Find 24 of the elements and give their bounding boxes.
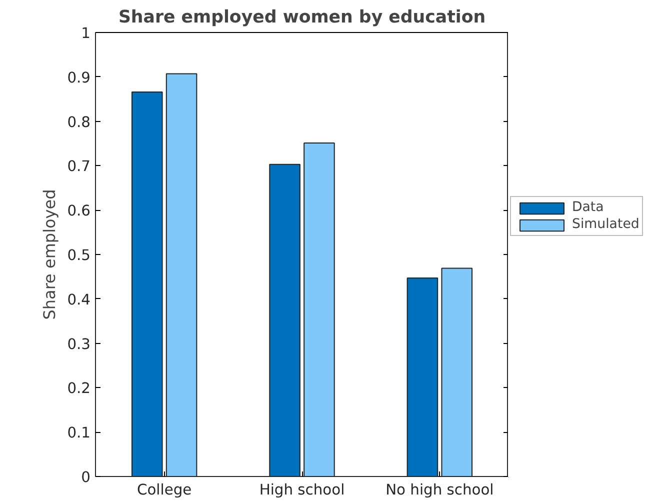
- chart-title: Share employed women by education: [118, 8, 486, 28]
- y-tick-label: 0.3: [67, 336, 91, 353]
- legend-label: Simulated: [572, 217, 640, 232]
- bar: [166, 73, 198, 476]
- y-tick-label: 0.5: [67, 247, 91, 264]
- y-tick-label: 0.8: [67, 114, 91, 131]
- legend-label: Data: [572, 200, 604, 215]
- bar: [269, 164, 300, 476]
- x-tick-label: College: [136, 482, 192, 498]
- y-tick-label: 0: [81, 469, 91, 486]
- x-tick-label: High school: [259, 482, 345, 498]
- bar: [441, 268, 473, 476]
- y-tick-label: 0.7: [67, 158, 91, 176]
- bar: [304, 142, 335, 476]
- bar: [406, 278, 438, 476]
- y-tick-label: 0.4: [67, 291, 91, 308]
- bar: [131, 91, 163, 476]
- y-axis-title: Share employed: [40, 189, 60, 320]
- y-tick-label: 0.2: [67, 380, 91, 398]
- y-tick-label: 0.6: [67, 202, 91, 220]
- x-tick-label: No high school: [386, 482, 494, 498]
- y-tick-label: 1: [81, 25, 91, 42]
- y-tick-label: 0.1: [67, 424, 91, 442]
- y-tick-label: 0.9: [67, 69, 91, 86]
